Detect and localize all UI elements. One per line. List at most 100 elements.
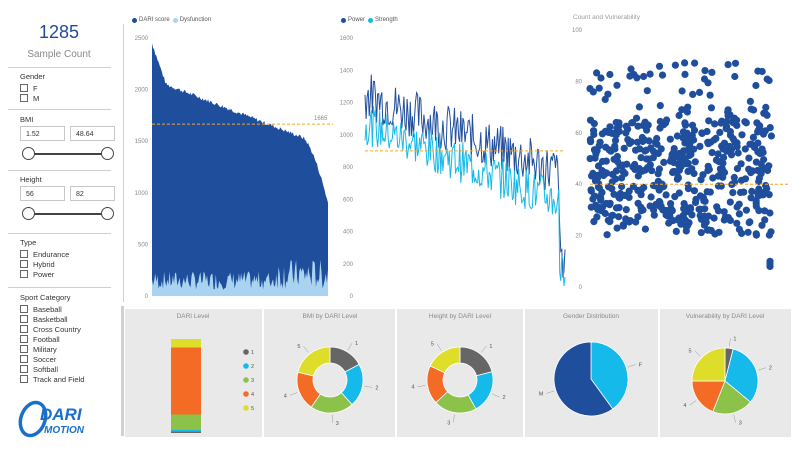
- slice-5[interactable]: [297, 346, 331, 377]
- divider: [121, 306, 124, 436]
- scatter-point: [592, 150, 600, 158]
- y-tick-label: 0: [145, 294, 149, 300]
- checkbox[interactable]: [20, 375, 28, 383]
- type-filter: Endurance Hybrid Power: [20, 249, 69, 279]
- legend-swatch: [243, 405, 249, 411]
- gender-option-f[interactable]: F: [20, 83, 39, 93]
- bmi-slider-max-handle[interactable]: [101, 147, 114, 160]
- scatter-point: [633, 138, 642, 146]
- option-label: Baseball: [33, 304, 62, 314]
- scatter-chart-title: Count and Vulnerability: [573, 14, 640, 21]
- sport-option-football[interactable]: Football: [20, 334, 84, 344]
- bmi-by-level-donut: 1 2 3 4 5: [284, 341, 379, 427]
- scatter-point: [744, 228, 752, 236]
- checkbox[interactable]: [20, 355, 28, 363]
- sport-option-basketball[interactable]: Basketball: [20, 314, 84, 324]
- sport-option-soccer[interactable]: Soccer: [20, 354, 84, 364]
- scatter-point: [615, 213, 623, 221]
- bmi-min-input[interactable]: 1.52: [20, 126, 65, 141]
- checkbox[interactable]: [20, 270, 28, 278]
- leader-line: [729, 338, 731, 347]
- y-tick-label: 200: [343, 262, 354, 268]
- bar-segment-level-2[interactable]: [171, 429, 201, 432]
- scatter-point: [726, 128, 734, 136]
- scatter-point: [668, 154, 676, 162]
- scatter-point: [730, 173, 738, 182]
- height-slider-min-handle[interactable]: [22, 207, 35, 220]
- slice-F[interactable]: [590, 341, 629, 410]
- checkbox[interactable]: [20, 260, 28, 268]
- scatter-point: [762, 103, 770, 111]
- scatter-point: [593, 69, 601, 77]
- scatter-point: [652, 139, 660, 147]
- vulnerability-by-level-pie: 1 2 3 4 5: [683, 336, 772, 426]
- bar-segment-level-5[interactable]: [171, 339, 201, 348]
- slice-label: 2: [502, 395, 505, 401]
- bmi-slider-track[interactable]: [28, 153, 108, 155]
- checkbox[interactable]: [20, 250, 28, 258]
- scatter-point: [761, 216, 769, 224]
- scatter-point: [677, 220, 685, 228]
- scatter-point: [618, 174, 626, 182]
- option-label: Softball: [33, 364, 59, 374]
- sport-option-baseball[interactable]: Baseball: [20, 304, 84, 314]
- checkbox[interactable]: [20, 94, 28, 102]
- type-option-power[interactable]: Power: [20, 269, 69, 279]
- scatter-point: [622, 206, 630, 214]
- scatter-point: [625, 187, 633, 195]
- gender-option-m[interactable]: M: [20, 93, 39, 103]
- scatter-point: [741, 145, 749, 153]
- scatter-point: [700, 212, 708, 220]
- height-max-input[interactable]: 82: [70, 186, 115, 201]
- bmi-filter-title: BMI: [20, 115, 34, 124]
- sport-option-softball[interactable]: Softball: [20, 364, 84, 374]
- checkbox[interactable]: [20, 84, 28, 92]
- scatter-point: [737, 176, 746, 184]
- slice-2[interactable]: [724, 348, 759, 403]
- checkbox[interactable]: [20, 345, 28, 353]
- type-option-hybrid[interactable]: Hybrid: [20, 259, 69, 269]
- slice-3[interactable]: [712, 380, 751, 415]
- height-slider-track[interactable]: [28, 213, 108, 215]
- scatter-point: [733, 219, 741, 227]
- height-min-input[interactable]: 56: [20, 186, 65, 201]
- height-slider-max-handle[interactable]: [101, 207, 114, 220]
- scatter-point: [752, 197, 760, 205]
- scatter-point: [655, 186, 663, 194]
- scatter-point: [691, 198, 700, 206]
- scatter-point: [616, 189, 624, 198]
- bar-segment-level-1[interactable]: [171, 431, 201, 433]
- bar-segment-level-3[interactable]: [171, 414, 201, 430]
- type-option-endurance[interactable]: Endurance: [20, 249, 69, 259]
- scatter-point: [590, 192, 598, 200]
- slice-5[interactable]: [429, 346, 461, 374]
- slice-4[interactable]: [691, 380, 726, 413]
- leader-line: [453, 414, 455, 423]
- sport-option-track-and-field[interactable]: Track and Field: [20, 374, 84, 384]
- bar-segment-level-4[interactable]: [171, 347, 201, 415]
- checkbox[interactable]: [20, 305, 28, 313]
- checkbox[interactable]: [20, 315, 28, 323]
- dysfunction-area: [152, 259, 328, 296]
- sport-option-cross-country[interactable]: Cross Country: [20, 324, 84, 334]
- scatter-point: [752, 230, 760, 238]
- checkbox[interactable]: [20, 365, 28, 373]
- slice-label: 5: [297, 344, 300, 350]
- bmi-max-input[interactable]: 48.64: [70, 126, 115, 141]
- y-tick-label: 1000: [340, 133, 354, 139]
- scatter-point: [683, 160, 691, 168]
- scatter-point: [650, 211, 658, 219]
- slice-M[interactable]: [553, 341, 614, 417]
- scatter-point: [766, 209, 774, 217]
- scatter-point: [714, 150, 722, 158]
- checkbox[interactable]: [20, 335, 28, 343]
- scatter-point: [619, 161, 627, 169]
- bmi-slider-min-handle[interactable]: [22, 147, 35, 160]
- leader-line: [694, 350, 701, 357]
- scatter-point: [726, 198, 734, 206]
- sport-option-military[interactable]: Military: [20, 344, 84, 354]
- scatter-point: [729, 119, 737, 127]
- checkbox[interactable]: [20, 325, 28, 333]
- leader-line: [347, 342, 353, 351]
- slice-5[interactable]: [691, 347, 726, 382]
